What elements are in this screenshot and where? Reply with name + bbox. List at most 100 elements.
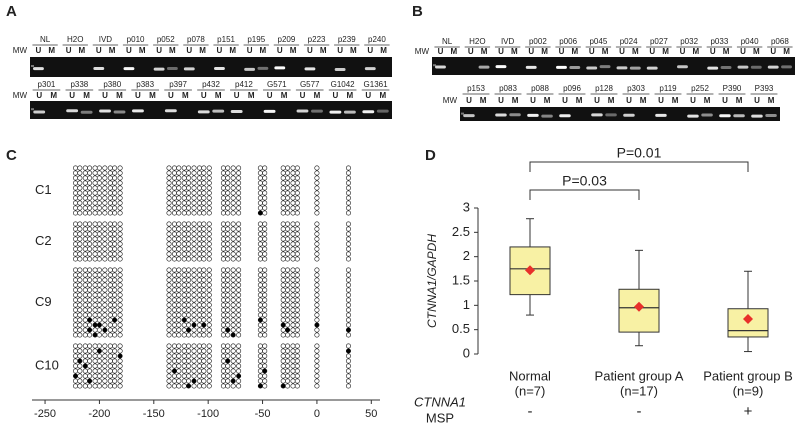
cpg [314,170,320,176]
cpg [73,302,79,308]
cpg [77,170,83,176]
cpg [236,353,242,359]
cpg [176,205,182,211]
cpg [294,251,300,257]
cpg [220,302,226,308]
cpg [225,190,231,196]
gel-band [509,113,521,117]
methylated-cpg [230,378,236,384]
cpg [230,200,236,206]
cpg [280,170,286,176]
cpg [171,348,177,354]
cpg [206,231,212,237]
cpg [314,200,320,206]
cpg [166,241,172,247]
cpg [257,221,263,227]
cpg [290,373,296,379]
cpg [171,373,177,379]
cpg [290,190,296,196]
cpg [230,241,236,247]
cpg [294,327,300,333]
cpg [117,307,123,313]
cpg [171,236,177,242]
cpg [87,185,93,191]
cpg [96,332,102,338]
cpg [87,358,93,364]
cpg [82,348,88,354]
cpg [102,236,108,242]
cpg [280,251,286,257]
cpg [186,363,192,369]
cpg [73,363,79,369]
cpg [201,363,207,369]
cpg [280,200,286,206]
cpg [117,327,123,333]
cpg [107,185,113,191]
cpg [82,210,88,216]
cpg [285,272,291,278]
sample-label: p040 [741,37,759,46]
cpg [82,353,88,359]
cpg [290,165,296,171]
cpg [294,368,300,374]
cpg [112,292,118,298]
cpg [225,236,231,242]
cpg [290,267,296,273]
cpg [206,358,212,364]
methylated-cpg [181,317,187,323]
cpg [201,221,207,227]
gel-band [99,109,111,113]
cpg [206,170,212,176]
cpg [92,226,98,232]
cpg [186,246,192,252]
cpg [206,246,212,252]
cpg [196,332,202,338]
cpg [181,267,187,273]
gel-band [230,109,243,113]
cpg [96,165,102,171]
cpg [107,267,113,273]
cpg [107,205,113,211]
cpg [201,358,207,364]
cpg [181,210,187,216]
cpg [201,302,207,308]
cpg [191,327,197,333]
cpg [176,221,182,227]
cpg [117,368,123,374]
cpg [77,200,83,206]
cpg [225,317,231,323]
cpg [186,378,192,384]
sample-label: p096 [563,84,581,93]
cpg [96,231,102,237]
cpg [166,277,172,283]
sample-label: NL [442,37,453,46]
cpg [225,383,231,389]
cpg [92,368,98,374]
cpg [206,343,212,349]
cpg [166,307,172,313]
cpg [262,231,268,237]
cpg [96,287,102,293]
cpg [196,185,202,191]
cpg [82,251,88,257]
cpg [285,297,291,303]
cpg [201,205,207,211]
cpg [201,200,207,206]
cpg [92,373,98,379]
cpg [181,277,187,283]
cpg [176,358,182,364]
cpg [262,267,268,273]
cpg [280,363,286,369]
cpg [176,195,182,201]
cpg [92,195,98,201]
group-label: C10 [35,357,59,372]
cpg [285,170,291,176]
cpg [176,383,182,389]
cpg [82,236,88,242]
cpg [176,322,182,328]
cpg [73,332,79,338]
cpg [257,267,263,273]
cpg [92,190,98,196]
cpg [96,175,102,181]
cpg [206,322,212,328]
